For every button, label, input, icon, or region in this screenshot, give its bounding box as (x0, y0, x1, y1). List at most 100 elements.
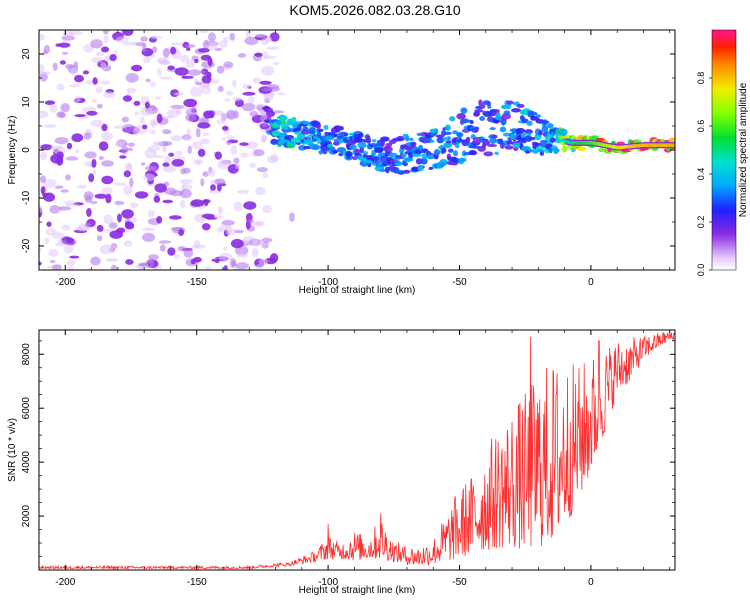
carrier-cell (569, 140, 572, 145)
noise-cell (39, 33, 45, 41)
noise-cell (64, 64, 74, 69)
noise-cell (262, 172, 269, 179)
noise-cell (262, 87, 272, 92)
noise-cell (164, 155, 171, 164)
noise-cell (192, 244, 206, 249)
noise-cell (103, 214, 114, 225)
carrier-cell (665, 143, 668, 147)
noise-cell (170, 135, 184, 142)
carrier-cell (607, 144, 610, 148)
noise-cell (101, 187, 113, 195)
noise-cell (90, 57, 103, 64)
noise-cell (207, 57, 213, 67)
noise-cell (142, 124, 148, 130)
signal-cell (494, 151, 499, 155)
noise-cell (149, 81, 157, 87)
carrier-cell (583, 141, 586, 145)
noise-cell (255, 264, 264, 270)
noise-cell (70, 66, 79, 76)
noise-cell (210, 78, 220, 84)
signal-cell (402, 162, 408, 167)
noise-cell (122, 42, 134, 46)
carrier-cell (635, 144, 639, 148)
noise-cell (225, 90, 234, 96)
signal-cell (484, 140, 491, 146)
noise-cell (201, 84, 211, 95)
noise-cell (258, 258, 269, 266)
carrier-cell (619, 145, 623, 150)
carrier-cell (613, 145, 616, 149)
noise-cell (129, 177, 134, 188)
noise-cell (124, 221, 135, 230)
carrier-cell (610, 144, 613, 149)
spectrogram-x-label: Height of straight line (km) (299, 285, 416, 296)
signal-cell (338, 139, 344, 144)
noise-cell (141, 227, 155, 231)
noise-cell (58, 42, 71, 48)
noise-cell (229, 32, 235, 41)
noise-cell (201, 213, 215, 219)
noise-cell (45, 228, 57, 236)
noise-cell (131, 41, 136, 46)
noise-cell (195, 127, 201, 138)
signal-cell (362, 151, 369, 156)
noise-cell (90, 256, 101, 266)
signal-cell (501, 113, 511, 120)
noise-cell (249, 162, 256, 169)
signal-cell (329, 146, 336, 151)
carrier-cell (626, 145, 629, 149)
signal-cell (561, 145, 568, 153)
noise-cell (123, 170, 131, 178)
y-tick-label: 2000 (21, 505, 32, 528)
carrier-cell (582, 141, 585, 145)
noise-cell (96, 224, 104, 232)
signal-cell (510, 133, 516, 140)
noise-cell (174, 67, 189, 76)
noise-cell (203, 110, 213, 119)
carrier-cell (668, 143, 672, 147)
signal-cell (577, 146, 587, 152)
noise-cell (119, 155, 127, 159)
noise-cell (200, 178, 205, 187)
noise-cell (40, 186, 46, 195)
noise-cell (193, 58, 199, 64)
noise-cell (173, 254, 181, 259)
noise-cell (252, 222, 264, 227)
noise-cell (90, 119, 104, 127)
signal-cell (316, 131, 322, 138)
noise-cell (243, 201, 257, 210)
noise-cell (84, 222, 92, 228)
noise-cell (114, 200, 125, 206)
noise-cell (42, 178, 57, 188)
noise-cell (217, 159, 230, 170)
carrier-cell (646, 143, 650, 147)
noise-cell (113, 182, 127, 187)
signal-cell (520, 132, 527, 139)
signal-cell (426, 154, 436, 160)
carrier-cell (602, 143, 605, 147)
signal-cell (558, 128, 568, 136)
noise-cell (134, 191, 149, 199)
signal-cell (339, 126, 344, 131)
noise-cell (253, 149, 265, 157)
noise-cell (289, 212, 295, 222)
noise-cell (171, 159, 185, 167)
noise-cell (235, 262, 249, 270)
noise-cell (222, 125, 229, 131)
noise-cell (169, 190, 184, 197)
noise-cell (113, 125, 126, 129)
signal-cell (442, 137, 447, 142)
signal-cell (379, 169, 387, 172)
carrier-cell (574, 141, 577, 145)
noise-cell (56, 83, 65, 91)
signal-cell (538, 129, 543, 136)
noise-cell (202, 171, 209, 177)
noise-cell (201, 223, 211, 231)
noise-cell (65, 156, 79, 161)
noise-cell (96, 51, 104, 57)
signal-cell (422, 148, 427, 154)
signal-cell (323, 124, 329, 131)
noise-cell (180, 178, 193, 185)
snr-y-ticks: 2000 4000 6000 8000 (21, 340, 675, 571)
noise-cell (122, 95, 132, 102)
